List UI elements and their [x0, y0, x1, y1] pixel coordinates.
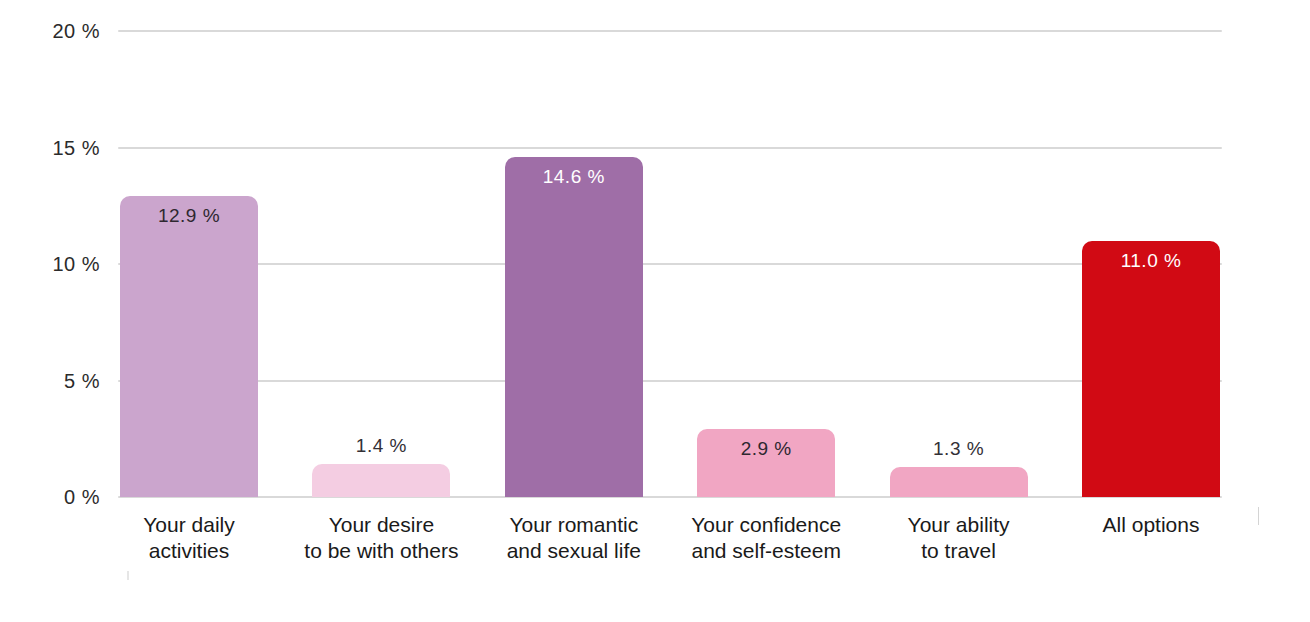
bar-value-label: 14.6 %	[485, 166, 663, 188]
y-axis-tick-label: 15 %	[8, 135, 100, 161]
bar-value-label: 1.3 %	[870, 438, 1048, 460]
y-gridline	[118, 496, 1222, 498]
y-gridline	[118, 380, 1222, 382]
bar	[1082, 241, 1220, 497]
stray-mark	[127, 571, 129, 580]
bar	[312, 464, 450, 497]
bar	[120, 196, 258, 497]
plot-area: 12.9 %1.4 %14.6 %2.9 %1.3 %11.0 %	[118, 31, 1222, 497]
bar-value-label: 12.9 %	[100, 205, 278, 227]
bar-value-label: 1.4 %	[292, 435, 470, 457]
bar-value-label: 11.0 %	[1062, 250, 1240, 272]
bar	[505, 157, 643, 497]
bar-chart: 12.9 % 1.4 % 14.6 % 2.9 % 1.3 % 11.0 % 0 % 5 %…	[0, 0, 1310, 622]
y-gridline	[118, 263, 1222, 265]
y-gridline	[118, 30, 1222, 32]
x-axis-category-label-line: All options	[1011, 512, 1291, 538]
y-axis-tick-label: 10 %	[8, 251, 100, 277]
bar	[890, 467, 1028, 497]
bar-value-label: 2.9 %	[677, 438, 855, 460]
x-axis-category-label: All options	[1011, 512, 1291, 538]
y-axis-tick-label: 0 %	[8, 484, 100, 510]
y-gridline	[118, 147, 1222, 149]
y-axis-tick-label: 5 %	[8, 368, 100, 394]
x-axis-category-label-line: to travel	[819, 538, 1099, 564]
y-axis-tick-label: 20 %	[8, 18, 100, 44]
